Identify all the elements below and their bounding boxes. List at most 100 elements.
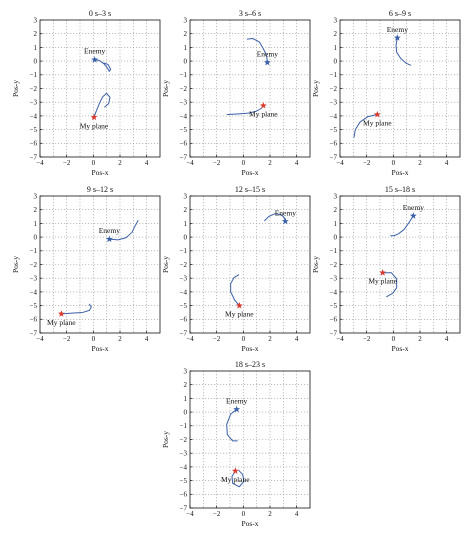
- y-tick-label: −1: [330, 71, 338, 79]
- x-tick-label: 0: [392, 335, 396, 343]
- chart-panel-2: 3 s–6 s −4 −2 0 2 4 3 2 1 0 −1 −2 −3 −4 −5 −6 −7 Pos-x Pos…: [161, 9, 311, 177]
- y-tick-label: 3: [184, 192, 188, 200]
- y-tick-label: −3: [180, 99, 188, 107]
- y-tick-label: 0: [334, 58, 338, 66]
- y-tick-label: 1: [184, 220, 188, 228]
- x-tick-label: 0: [242, 510, 246, 518]
- y-tick-label: −5: [30, 302, 38, 310]
- y-tick-label: 1: [34, 220, 38, 228]
- x-tick-label: 0: [242, 335, 246, 343]
- x-tick-label: −4: [36, 159, 44, 167]
- y-tick-label: −7: [30, 329, 38, 337]
- y-tick-label: −5: [180, 477, 188, 485]
- y-tick-label: −5: [180, 302, 188, 310]
- y-tick-label: −2: [180, 261, 188, 269]
- enemy-label: Enemy: [84, 47, 105, 56]
- y-tick-label: −3: [330, 99, 338, 107]
- x-tick-label: −4: [336, 335, 344, 343]
- my-plane-trajectory: [382, 272, 398, 298]
- x-tick-label: 4: [445, 335, 449, 343]
- y-tick-label: −2: [330, 261, 338, 269]
- y-tick-label: −4: [180, 288, 188, 296]
- y-tick-label: −7: [330, 153, 338, 161]
- chart-title: 12 s–15 s: [235, 185, 265, 194]
- my-plane-label: My plane: [221, 475, 250, 484]
- y-tick-label: 1: [34, 44, 38, 52]
- x-tick-label: 4: [295, 159, 299, 167]
- y-tick-label: −5: [330, 302, 338, 310]
- enemy-marker: [233, 405, 241, 413]
- y-tick-label: 2: [34, 206, 38, 214]
- x-tick-label: 4: [295, 510, 299, 518]
- my-plane-marker: [259, 102, 267, 109]
- x-axis-label: Pos-x: [391, 344, 408, 353]
- y-tick-label: −7: [180, 504, 188, 512]
- chart-panel-1: 0 s–3 s −4 −2 0 2 4 3 2 1 0 −1 −2 −3 −4 −5 −6 −7 Pos-x Pos…: [11, 9, 161, 177]
- y-tick-label: −1: [30, 71, 38, 79]
- my-plane-label: My plane: [249, 110, 278, 119]
- x-tick-label: 2: [268, 159, 272, 167]
- y-axis-label: Pos-y: [311, 256, 320, 273]
- my-plane-trajectory: [230, 274, 240, 307]
- my-plane-marker: [90, 113, 98, 121]
- enemy-trajectory: [94, 59, 112, 72]
- chart-title: 0 s–3 s: [89, 9, 111, 18]
- y-tick-label: −3: [30, 99, 38, 107]
- y-tick-label: −3: [180, 450, 188, 458]
- x-tick-label: 0: [392, 159, 396, 167]
- y-tick-label: 0: [34, 58, 38, 66]
- y-tick-label: −2: [30, 85, 38, 93]
- y-tick-label: −3: [180, 275, 188, 283]
- chart-title: 15 s–18 s: [385, 185, 415, 194]
- y-tick-label: 1: [184, 395, 188, 403]
- my-plane-marker: [231, 467, 239, 474]
- my-plane-trajectory: [231, 469, 245, 488]
- y-axis-label: Pos-y: [161, 80, 170, 97]
- x-tick-label: −4: [186, 159, 194, 167]
- my-plane-label: My plane: [47, 318, 76, 327]
- y-tick-label: −5: [180, 126, 188, 134]
- y-tick-label: −4: [30, 288, 38, 296]
- chart-panel-3: 6 s–9 s −4 −2 0 2 4 3 2 1 0 −1 −2 −3 −4 −5 −6 −7 Pos-x Pos…: [311, 9, 461, 177]
- y-tick-label: −6: [180, 140, 188, 148]
- x-axis-label: Pos-x: [241, 168, 258, 177]
- y-tick-label: −4: [330, 112, 338, 120]
- y-tick-label: 0: [184, 234, 188, 242]
- y-tick-label: 0: [184, 58, 188, 66]
- y-tick-label: −6: [180, 316, 188, 324]
- y-tick-label: 1: [334, 220, 338, 228]
- y-tick-label: −4: [180, 112, 188, 120]
- x-tick-label: 0: [92, 335, 96, 343]
- x-tick-label: −2: [213, 335, 221, 343]
- my-plane-trajectory: [353, 114, 378, 138]
- y-tick-label: −2: [30, 261, 38, 269]
- enemy-label: Enemy: [275, 208, 296, 217]
- enemy-marker: [263, 58, 271, 66]
- y-tick-label: 3: [184, 16, 188, 24]
- x-tick-label: 2: [118, 335, 122, 343]
- y-tick-label: 0: [34, 234, 38, 242]
- x-tick-label: 2: [418, 159, 422, 167]
- x-axis-label: Pos-x: [391, 168, 408, 177]
- y-tick-label: −7: [330, 329, 338, 337]
- enemy-label: Enemy: [226, 396, 247, 405]
- y-tick-label: 1: [184, 44, 188, 52]
- enemy-marker: [91, 56, 99, 63]
- y-tick-label: 2: [184, 30, 188, 38]
- x-tick-label: 0: [242, 159, 246, 167]
- x-tick-label: −4: [186, 510, 194, 518]
- my-plane-label: My plane: [368, 277, 397, 286]
- x-tick-label: 2: [268, 510, 272, 518]
- y-tick-label: −7: [180, 329, 188, 337]
- enemy-marker: [281, 217, 289, 225]
- x-axis-label: Pos-x: [241, 519, 258, 528]
- y-tick-label: −2: [330, 85, 338, 93]
- y-tick-label: 2: [184, 381, 188, 389]
- x-tick-label: 2: [418, 335, 422, 343]
- y-tick-label: −1: [180, 422, 188, 430]
- y-tick-label: 0: [334, 234, 338, 242]
- my-plane-marker: [57, 310, 65, 317]
- x-tick-label: −2: [213, 510, 221, 518]
- chart-title: 3 s–6 s: [239, 9, 261, 18]
- chart-panel-5: 12 s–15 s −4 −2 0 2 4 3 2 1 0 −1 −2 −3 −4 −5 −6 −7 Pos-x P…: [161, 185, 311, 353]
